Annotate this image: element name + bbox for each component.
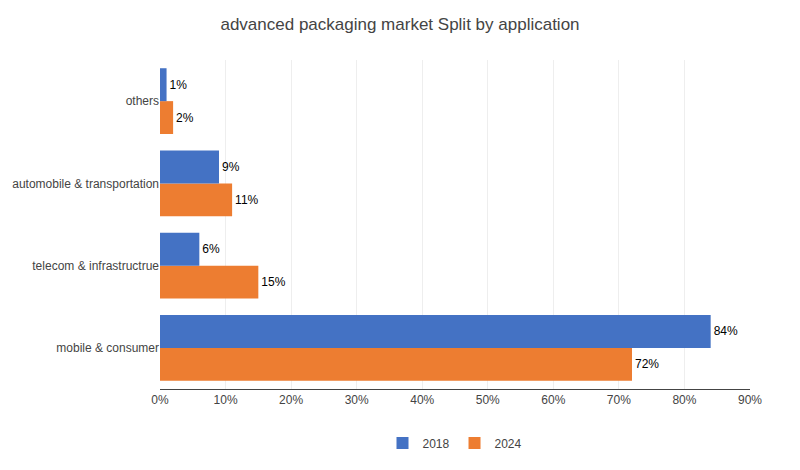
svg-text:0%: 0%: [151, 393, 169, 407]
svg-text:70%: 70%: [607, 393, 631, 407]
svg-text:50%: 50%: [476, 393, 500, 407]
svg-text:6%: 6%: [202, 242, 220, 256]
svg-text:20%: 20%: [279, 393, 303, 407]
svg-text:mobile & consumer: mobile & consumer: [56, 341, 159, 355]
svg-text:2%: 2%: [176, 111, 194, 125]
svg-text:30%: 30%: [345, 393, 369, 407]
svg-text:9%: 9%: [222, 160, 240, 174]
svg-text:60%: 60%: [541, 393, 565, 407]
svg-text:90%: 90%: [738, 393, 762, 407]
svg-text:84%: 84%: [714, 324, 738, 338]
svg-text:automobile & transportation: automobile & transportation: [12, 177, 159, 191]
svg-text:1%: 1%: [170, 78, 188, 92]
svg-text:72%: 72%: [635, 357, 659, 371]
svg-text:11%: 11%: [235, 193, 258, 207]
svg-text:15%: 15%: [261, 275, 285, 289]
svg-text:40%: 40%: [410, 393, 434, 407]
svg-text:telecom & infrastructrue: telecom & infrastructrue: [32, 259, 159, 273]
svg-text:80%: 80%: [672, 393, 696, 407]
svg-text:others: others: [126, 94, 159, 108]
svg-text:10%: 10%: [214, 393, 238, 407]
svg-text:advanced packaging market Spli: advanced packaging market Split by appli…: [220, 15, 579, 34]
svg-text:2024: 2024: [495, 437, 522, 451]
svg-text:2018: 2018: [423, 437, 450, 451]
